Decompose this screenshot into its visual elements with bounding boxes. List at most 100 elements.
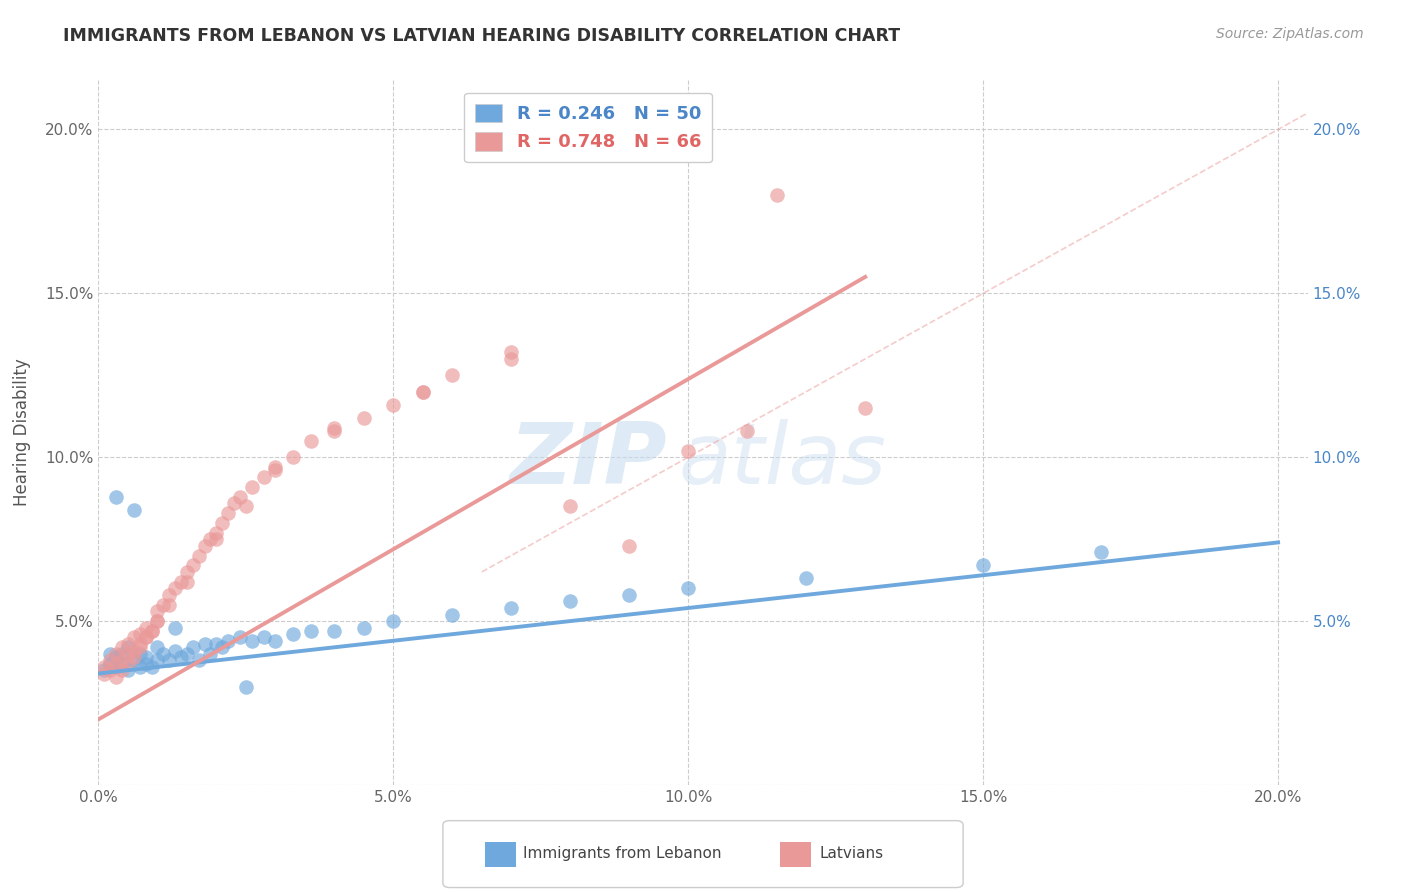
Point [441,607,464,622]
Point [93,663,115,677]
Point [323,420,346,434]
Point [122,643,145,657]
Point [141,660,163,674]
Point [128,660,150,674]
Point [105,650,128,665]
Point [229,631,252,645]
Point [122,650,145,665]
Point [165,621,187,635]
Point [252,631,274,645]
Point [678,443,700,458]
Point [117,647,139,661]
Point [105,670,128,684]
Point [141,624,163,638]
Point [972,558,994,573]
Point [170,650,193,665]
Point [252,470,274,484]
Text: Immigrants from Lebanon: Immigrants from Lebanon [523,847,721,861]
Point [170,574,193,589]
Point [200,647,222,661]
Point [235,680,257,694]
Legend: R = 0.246   N = 50, R = 0.748   N = 66: R = 0.246 N = 50, R = 0.748 N = 66 [464,93,711,162]
Point [560,594,582,608]
Point [1090,545,1112,559]
Point [222,496,245,510]
Point [176,565,198,579]
Point [117,640,139,655]
Point [264,460,287,475]
Point [264,463,287,477]
Point [141,624,163,638]
Point [560,500,582,514]
Point [122,502,145,516]
Point [205,525,228,540]
Point [128,640,150,655]
Point [152,647,174,661]
Point [135,631,157,645]
Point [176,647,198,661]
Point [98,647,121,661]
Point [128,627,150,641]
Point [135,621,157,635]
Point [157,653,180,667]
Point [240,480,263,494]
Point [281,450,304,465]
Point [135,631,157,645]
Point [105,647,128,661]
Point [235,500,257,514]
Point [105,660,128,674]
Point [111,647,134,661]
Point [98,663,121,677]
Point [412,384,434,399]
Point [181,640,204,655]
Point [194,539,217,553]
Point [187,653,209,667]
Point [146,653,169,667]
Point [240,633,263,648]
Point [501,601,523,615]
Point [323,424,346,438]
Point [229,490,252,504]
Point [187,549,209,563]
Y-axis label: Hearing Disability: Hearing Disability [13,359,31,507]
Point [281,627,304,641]
Point [382,398,405,412]
Point [111,657,134,671]
Point [146,614,169,628]
Point [117,637,139,651]
Point [194,637,217,651]
Point [111,640,134,655]
Point [93,660,115,674]
Point [501,351,523,366]
Text: Latvians: Latvians [820,847,884,861]
Text: ZIP: ZIP [509,419,666,502]
Point [117,657,139,671]
Point [98,653,121,667]
Point [205,532,228,546]
Text: IMMIGRANTS FROM LEBANON VS LATVIAN HEARING DISABILITY CORRELATION CHART: IMMIGRANTS FROM LEBANON VS LATVIAN HEARI… [63,27,900,45]
Point [200,532,222,546]
Point [211,640,233,655]
Text: Source: ZipAtlas.com: Source: ZipAtlas.com [1216,27,1364,41]
Point [165,643,187,657]
Point [146,604,169,618]
Point [217,633,239,648]
Point [111,663,134,677]
Point [794,572,817,586]
Point [157,588,180,602]
Point [299,624,322,638]
Point [135,657,157,671]
Point [441,368,464,383]
Point [146,640,169,655]
Point [353,621,375,635]
Point [678,582,700,596]
Point [122,653,145,667]
Point [117,663,139,677]
Point [146,614,169,628]
Point [128,637,150,651]
Text: atlas: atlas [679,419,887,502]
Point [157,598,180,612]
Point [735,424,758,438]
Point [176,574,198,589]
Point [165,582,187,596]
